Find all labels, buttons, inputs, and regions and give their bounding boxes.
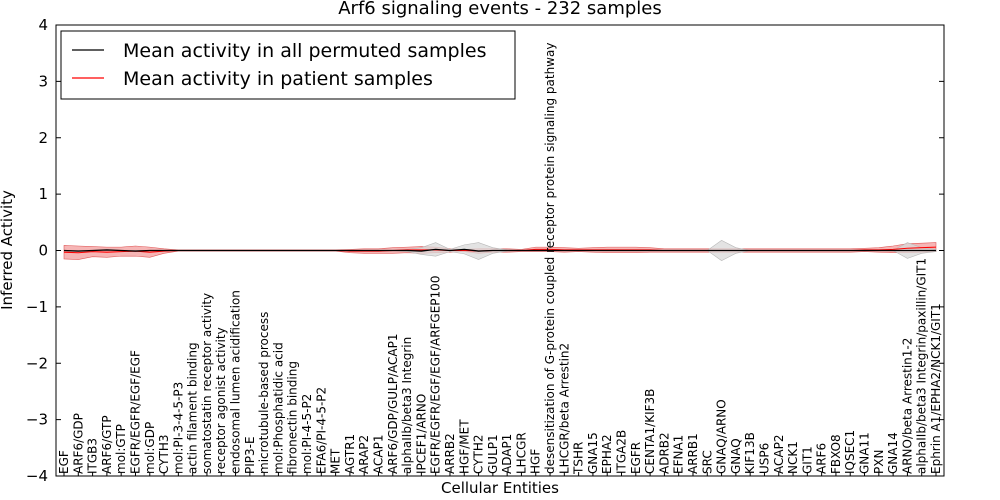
x-tick-label: LHCGR bbox=[514, 432, 528, 474]
x-tick-label: ARNO/beta Arrestin1-2 bbox=[900, 338, 914, 474]
x-tick-label: endosomal lumen acidification bbox=[229, 290, 243, 474]
x-tick-label: MET bbox=[329, 448, 343, 474]
series-line-permuted bbox=[63, 248, 936, 252]
x-tick-label: IQSEC1 bbox=[843, 430, 857, 474]
x-tick-label: EGFR/EGFR/EGF/EGF/ARFGEP100 bbox=[429, 276, 443, 474]
x-tick-label: desensitization of G-protein coupled rec… bbox=[543, 43, 557, 474]
y-axis-title: Inferred Activity bbox=[0, 190, 16, 310]
x-tick-label: mol:PI-3-4-5-P3 bbox=[171, 382, 185, 474]
x-tick-label: SRC bbox=[700, 450, 714, 474]
legend-label-permuted: Mean activity in all permuted samples bbox=[123, 40, 486, 62]
x-tick-label: GNA15 bbox=[586, 432, 600, 474]
x-tick-label: CYTH2 bbox=[472, 435, 486, 475]
x-tick-label: ARRB1 bbox=[686, 433, 700, 474]
x-tick-label: ACAP1 bbox=[371, 435, 385, 474]
x-tick-label: alphaIIb/beta3 Integrin bbox=[400, 337, 414, 474]
x-tick-label: ITGB3 bbox=[86, 438, 100, 474]
y-tick-label: 4 bbox=[38, 16, 48, 34]
x-tick-label: somatostatin receptor activity bbox=[200, 293, 214, 474]
x-tick-label: ACAP2 bbox=[772, 435, 786, 474]
x-tick-label: ARF6/GDP bbox=[71, 413, 85, 474]
x-tick-label: ARAP2 bbox=[357, 435, 371, 474]
chart-title: Arf6 signaling events - 232 samples bbox=[338, 0, 662, 19]
x-tick-label: ARF6/GDP/GULP/ACAP1 bbox=[386, 334, 400, 474]
x-tick-label: microtubule-based process bbox=[257, 312, 271, 474]
x-tick-label: CENTA1/KIF3B bbox=[643, 389, 657, 474]
x-tick-label: GNAQ bbox=[729, 438, 743, 474]
x-tick-label: EPHA2 bbox=[600, 434, 614, 474]
x-tick-label: alphaIIb/beta3 Integrin/paxillin/GIT1 bbox=[915, 258, 929, 474]
x-tick-label: EGFR/EGFR/EGF/EGF bbox=[128, 350, 142, 474]
y-tick-label: −3 bbox=[26, 411, 48, 429]
x-tick-label: ARF6 bbox=[815, 443, 829, 474]
x-tick-label: KIF13B bbox=[743, 432, 757, 474]
legend-label-patient: Mean activity in patient samples bbox=[123, 68, 433, 90]
x-tick-label: GNAQ/ARNO bbox=[715, 399, 729, 474]
y-tick-label: −4 bbox=[26, 467, 48, 485]
y-tick-label: −2 bbox=[26, 354, 48, 372]
y-tick-label: 2 bbox=[38, 129, 48, 147]
x-tick-label: fibronectin binding bbox=[286, 361, 300, 474]
x-tick-label: Ephrin A1/EPHA2/NCK1/GIT1 bbox=[929, 303, 943, 474]
x-tick-label: GNA14 bbox=[886, 432, 900, 474]
x-tick-label: PXN bbox=[872, 450, 886, 474]
legend-box bbox=[60, 30, 516, 100]
y-tick-label: 0 bbox=[38, 242, 48, 260]
x-tick-label: GIT1 bbox=[800, 446, 814, 474]
x-axis-title: Cellular Entities bbox=[441, 479, 559, 497]
x-tick-label: ITGA2B bbox=[615, 430, 629, 474]
x-tick-label: LHCGR/beta Arrestin2 bbox=[557, 343, 571, 474]
y-tick-label: 1 bbox=[38, 185, 48, 203]
x-tick-label: mol:PI-4-5-P2 bbox=[300, 394, 314, 474]
y-tick-label: 3 bbox=[38, 72, 48, 90]
x-tick-label: HGF/MET bbox=[457, 419, 471, 474]
x-tick-label: mol:GDP bbox=[143, 422, 157, 474]
x-tick-label: HGF bbox=[529, 449, 543, 474]
x-tick-label: ARF6/GTP bbox=[100, 415, 114, 474]
x-tick-label: EGFR bbox=[629, 442, 643, 474]
x-tick-label: GULP1 bbox=[486, 434, 500, 474]
x-tick-label: CYTH3 bbox=[157, 435, 171, 475]
x-tick-label: mol:Phosphatidic acid bbox=[271, 342, 285, 474]
x-tick-label: mol:GTP bbox=[114, 424, 128, 474]
x-tick-label: FBXO8 bbox=[829, 434, 843, 474]
x-tick-label: PIP3-E bbox=[243, 436, 257, 474]
y-tick-label: −1 bbox=[26, 298, 48, 316]
x-tick-label: NCK1 bbox=[786, 441, 800, 474]
x-tick-label: TSHR bbox=[572, 442, 586, 475]
x-tick-label: IPCEF1/ARNO bbox=[414, 394, 428, 474]
x-tick-label: EFNA1 bbox=[672, 435, 686, 474]
x-tick-label: GNA11 bbox=[858, 432, 872, 474]
x-tick-label: receptor agonist activity bbox=[214, 327, 228, 474]
x-tick-label: actin filament binding bbox=[186, 342, 200, 474]
x-tick-label: ARRB2 bbox=[443, 433, 457, 474]
x-tick-label: ADRB2 bbox=[657, 432, 671, 474]
x-tick-label: EFA6/PI-4-5-P2 bbox=[314, 387, 328, 474]
x-tick-label: AGTR1 bbox=[343, 434, 357, 474]
x-tick-label: EGF bbox=[57, 450, 71, 474]
x-tick-label: ADAP1 bbox=[500, 434, 514, 474]
x-tick-label: USP6 bbox=[757, 443, 771, 474]
legend: Mean activity in all permuted samples Me… bbox=[60, 30, 516, 100]
